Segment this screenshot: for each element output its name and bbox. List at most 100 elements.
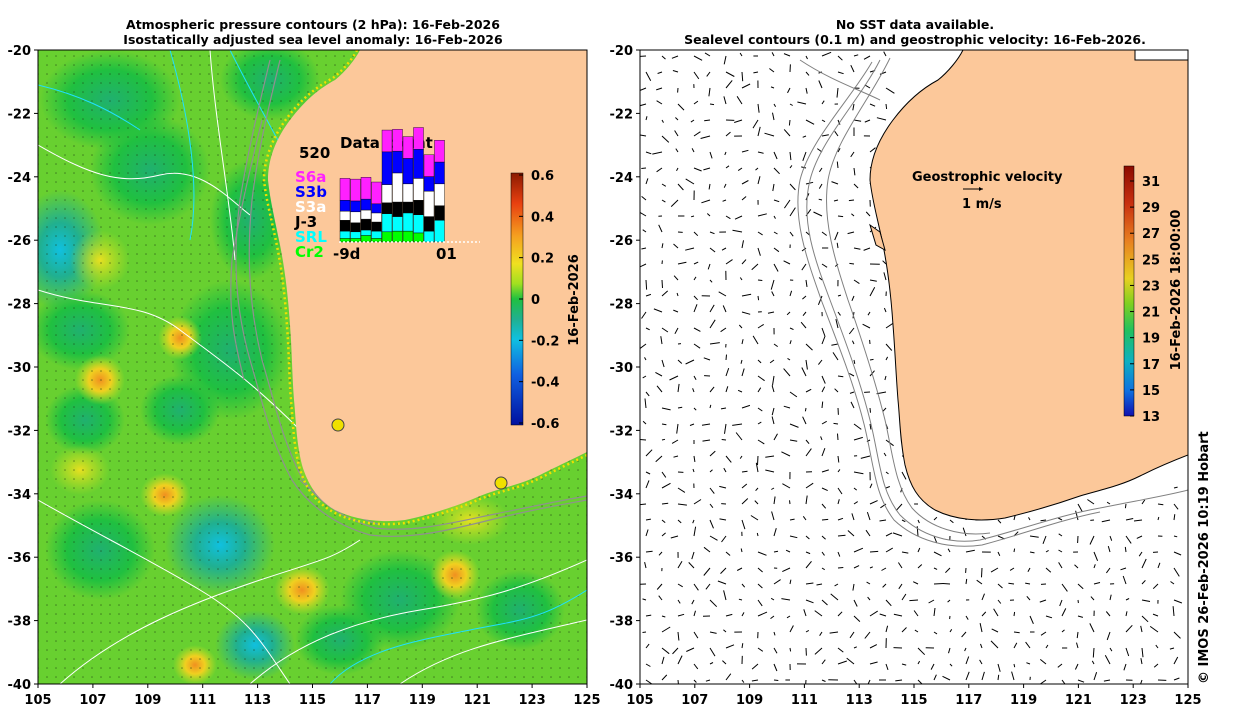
velocity-vector	[725, 80, 733, 89]
lon-tick-label: 117	[354, 693, 381, 708]
velocity-vector	[869, 644, 878, 649]
velocity-vector	[849, 631, 855, 639]
velocity-vector	[869, 483, 873, 489]
velocity-vector	[821, 231, 827, 236]
velocity-vector	[783, 53, 791, 57]
velocity-vector	[723, 96, 727, 105]
velocity-vector	[879, 613, 887, 617]
velocity-vector	[765, 455, 775, 458]
velocity-vector	[756, 532, 759, 537]
velocity-vector	[997, 599, 1002, 604]
velocity-vector	[802, 295, 807, 300]
velocity-vector	[757, 231, 763, 236]
velocity-vector	[818, 80, 823, 89]
velocity-vector	[805, 629, 810, 633]
velocity-vector	[661, 471, 667, 478]
velocity-vector	[991, 628, 999, 633]
velocity-vector	[676, 167, 679, 172]
data-count-bar-segment	[392, 150, 403, 174]
velocity-vector	[860, 455, 871, 459]
data-count-xend: 01	[436, 245, 457, 263]
velocity-vector	[640, 87, 647, 91]
velocity-vector	[849, 372, 855, 377]
velocity-vector	[961, 631, 967, 638]
velocity-vector	[677, 103, 685, 111]
velocity-vector	[1040, 519, 1047, 522]
velocity-vector	[725, 551, 731, 556]
velocity-vector	[853, 247, 861, 250]
velocity-vector	[708, 183, 711, 190]
velocity-vector	[690, 119, 695, 123]
velocity-vector	[821, 659, 826, 665]
velocity-vector	[1157, 503, 1164, 506]
data-count-bar-segment	[423, 216, 435, 232]
data-count-bar-segment	[360, 229, 372, 236]
velocity-vector	[661, 615, 666, 618]
velocity-vector	[965, 671, 970, 681]
velocity-vector	[1059, 599, 1063, 607]
velocity-vector	[1141, 499, 1146, 505]
velocity-vector	[1125, 624, 1133, 633]
velocity-vector	[1013, 631, 1020, 634]
velocity-vector	[981, 593, 985, 601]
velocity-vector	[866, 581, 871, 585]
velocity-vector	[773, 550, 779, 553]
lat-tick-label: -22	[8, 107, 32, 122]
velocity-vector	[805, 279, 808, 287]
velocity-vector	[685, 247, 695, 251]
velocity-vector	[805, 343, 813, 351]
velocity-vector	[767, 311, 775, 314]
velocity-vector	[1125, 518, 1134, 521]
velocity-vector	[821, 375, 826, 384]
velocity-vector	[693, 343, 701, 349]
velocity-vector	[773, 579, 781, 585]
velocity-vector	[947, 548, 951, 553]
velocity-vector	[834, 388, 839, 393]
velocity-vector	[851, 513, 855, 521]
velocity-vector	[741, 259, 747, 265]
velocity-vector	[709, 599, 718, 608]
colorbar-tick-label: 17	[1142, 358, 1160, 373]
data-count-bar-segment	[402, 136, 414, 159]
velocity-vector	[789, 165, 793, 169]
right-colorbar-scale	[1123, 165, 1135, 417]
data-count-bar-segment	[381, 151, 393, 185]
left-colorbar-ticks: 0.6 0.4 0.2 0 -0.2 -0.4 -0.6	[519, 169, 559, 432]
velocity-vector	[851, 213, 855, 217]
velocity-vector	[773, 167, 780, 175]
velocity-vector	[661, 407, 671, 411]
left-lon-axis: 105 107 109 111 113 115 117 119 121 123 125	[24, 684, 601, 708]
left-lat-axis: -20 -22 -24 -26 -28 -30 -32 -34 -36 -38 -40	[8, 44, 38, 693]
lon-tick-label: 105	[626, 693, 653, 708]
velocity-vector	[865, 211, 871, 217]
velocity-vector	[803, 609, 807, 617]
velocity-vector	[691, 551, 695, 560]
velocity-vector	[805, 599, 814, 604]
velocity-vector	[771, 385, 775, 393]
velocity-vector	[789, 535, 798, 539]
velocity-vector	[883, 272, 887, 281]
data-count-bar-segment	[381, 213, 393, 233]
velocity-vector	[642, 375, 647, 379]
left-colorbar: 0.6 0.4 0.2 0 -0.2 -0.4 -0.6 16-Feb-2026	[510, 169, 582, 432]
velocity-vector	[1173, 567, 1180, 577]
velocity-vector	[732, 423, 743, 426]
velocity-vector	[901, 663, 907, 666]
velocity-vector	[693, 131, 701, 137]
velocity-vector	[1093, 551, 1099, 561]
velocity-vector	[741, 404, 751, 409]
right-lon-axis: 105 107 109 111 113 115 117 119 121 123 125	[626, 684, 1202, 708]
velocity-vector	[1026, 595, 1031, 601]
velocity-vector	[821, 518, 829, 521]
velocity-vector	[933, 583, 944, 585]
right-lat-axis: -20 -22 -24 -26 -28 -30 -32 -34 -36 -38 -40	[610, 44, 640, 693]
lat-tick-label: -34	[610, 488, 634, 503]
velocity-vector	[848, 199, 855, 202]
velocity-vector	[757, 213, 767, 217]
velocity-vector	[755, 462, 759, 473]
velocity-vector	[847, 231, 855, 235]
left-map	[38, 50, 587, 684]
lat-tick-label: -36	[8, 551, 32, 566]
velocity-vector	[821, 263, 828, 268]
velocity-vector	[1061, 608, 1067, 617]
